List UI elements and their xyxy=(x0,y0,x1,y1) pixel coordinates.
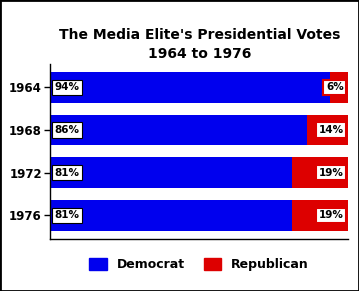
Text: 14%: 14% xyxy=(319,125,344,135)
Bar xyxy=(307,115,348,146)
Bar xyxy=(50,157,348,188)
Text: 19%: 19% xyxy=(319,168,344,178)
Text: 86%: 86% xyxy=(55,125,80,135)
Text: 6%: 6% xyxy=(326,82,344,93)
Bar xyxy=(292,200,348,230)
Text: 81%: 81% xyxy=(55,210,80,220)
Bar xyxy=(50,115,348,146)
Text: 81%: 81% xyxy=(55,168,80,178)
Bar xyxy=(50,200,348,230)
Bar xyxy=(50,72,348,103)
Title: The Media Elite's Presidential Votes
1964 to 1976: The Media Elite's Presidential Votes 196… xyxy=(59,28,340,61)
Legend: Democrat, Republican: Democrat, Republican xyxy=(84,253,314,276)
Text: 94%: 94% xyxy=(55,82,80,93)
Bar xyxy=(330,72,348,103)
Bar xyxy=(292,157,348,188)
Text: 19%: 19% xyxy=(319,210,344,220)
